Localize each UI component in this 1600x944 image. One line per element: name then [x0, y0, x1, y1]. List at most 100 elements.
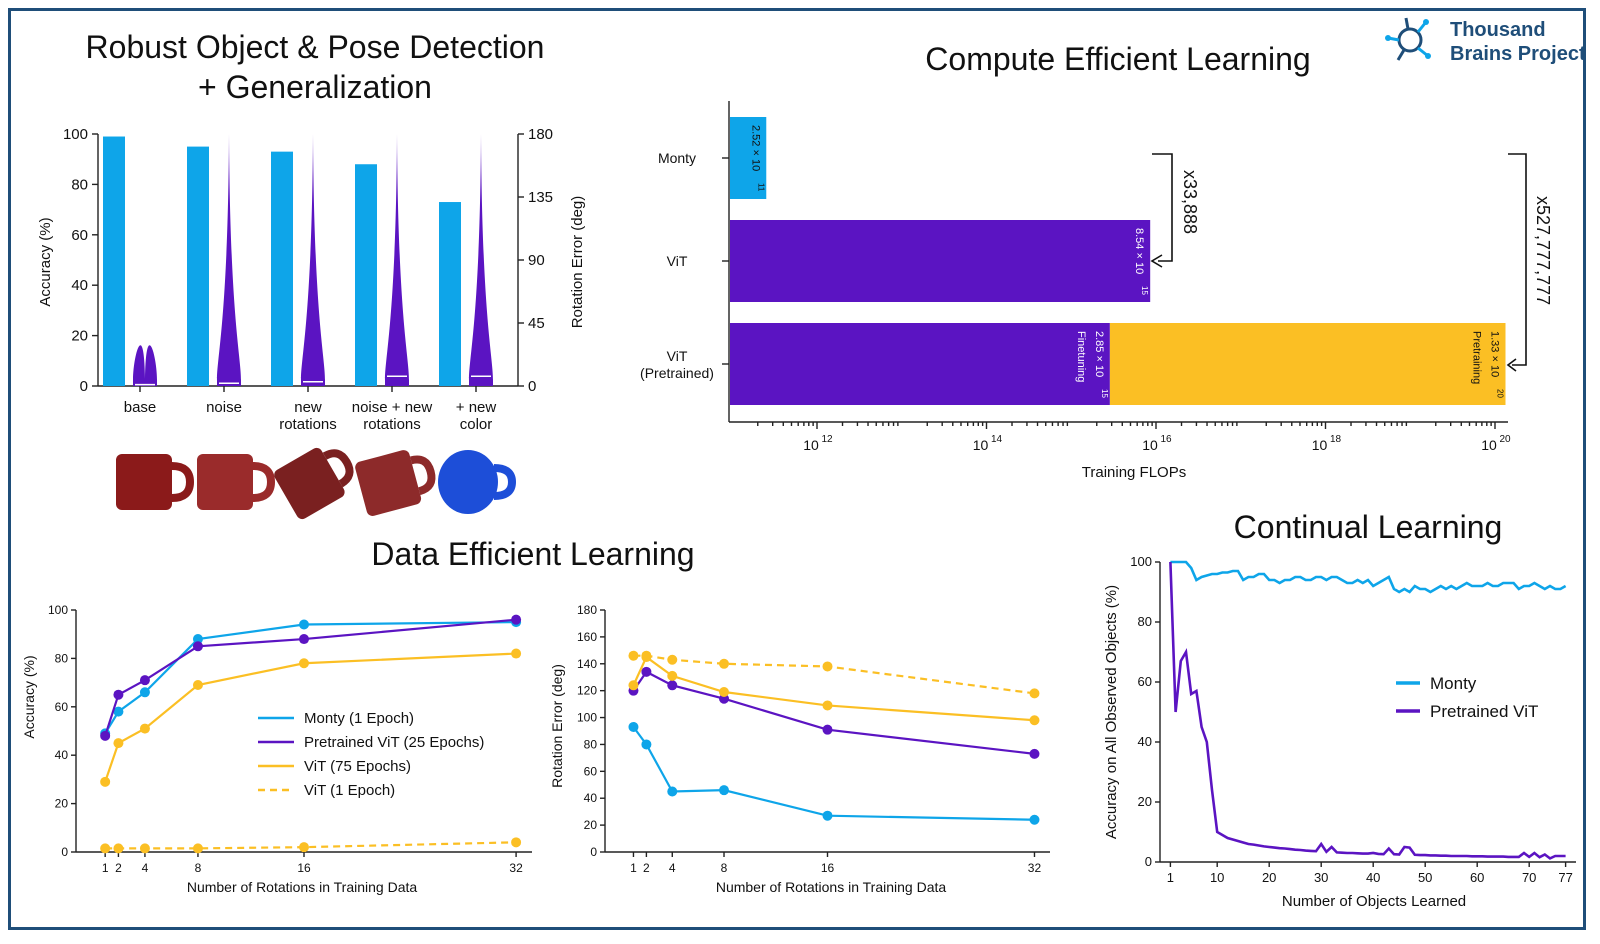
data-rot-ytick-label: 140: [577, 657, 597, 671]
data-acc-ytick-label: 80: [55, 651, 69, 665]
bar-vit: [730, 220, 1151, 302]
data-legend-label: ViT (1 Epoch): [304, 782, 395, 799]
data-acc-series-line: [105, 841, 517, 850]
data-rot-series-line: [632, 655, 1035, 722]
data-acc-ytick-label: 20: [55, 797, 69, 811]
robust-y2tick-label: 180: [528, 126, 553, 143]
data-acc-xtick-label: 16: [297, 861, 311, 875]
data-rot-xtick-label: 8: [721, 861, 728, 875]
compute-xtick-exponent: 18: [1330, 434, 1342, 445]
data-rot-xtick-label: 32: [1028, 861, 1042, 875]
data-rot-data-point: [628, 721, 639, 732]
data-rot-ytick-label: 180: [577, 603, 597, 617]
continual-ytick-label: 60: [1138, 674, 1152, 689]
data-rot-data-point: [719, 687, 730, 698]
compute-xtick-exponent: 20: [1499, 434, 1511, 445]
annotation-33888: x33,888: [1180, 170, 1200, 234]
continual-xtick-label: 40: [1366, 870, 1380, 885]
data-acc-xtick-label: 4: [142, 861, 149, 875]
compute-title: Compute Efficient Learning: [925, 41, 1310, 77]
brand-line1: Thousand: [1450, 19, 1546, 41]
bar-finetuning-tag-group: Finetuning: [1075, 331, 1087, 382]
robust-xtick-label: noise + new rotations: [352, 399, 433, 433]
robust-y2tick-label: 0: [528, 378, 536, 395]
data-acc-series-line: [104, 618, 517, 737]
data-rot-ytick-label: 120: [577, 684, 597, 698]
data-rot-ytick-label: 160: [577, 630, 597, 644]
robust-title-line1: Robust Object & Pose Detection: [86, 29, 545, 65]
data-legend-label: Pretrained ViT (25 Epochs): [304, 734, 484, 751]
data-acc-ylabel: Accuracy (%): [21, 655, 37, 738]
data-rot-xtick-label: 2: [643, 861, 650, 875]
continual-xlabel: Number of Objects Learned: [1282, 893, 1466, 910]
annotation-527777777: x527,777,777: [1533, 196, 1553, 305]
robust-y2label: Rotation Error (deg): [569, 196, 586, 329]
accuracy-bar: [187, 146, 209, 386]
data-rot-ytick-label: 40: [584, 791, 598, 805]
data-acc-data-point: [299, 619, 309, 630]
annotation-33888-group: x33,888: [1180, 170, 1200, 234]
bar-monty-label: 2.52 × 10 11: [749, 125, 765, 192]
data-rot-ytick-label: 100: [577, 711, 597, 725]
bar-vit-value: 8.54 × 10: [1133, 228, 1145, 274]
continual-xtick-label: 20: [1262, 870, 1276, 885]
bar-monty-exponent: 11: [756, 183, 765, 192]
robust-y2tick-label: 45: [528, 315, 545, 332]
bar-finetuning-label: 2.85 × 10 15: [1093, 331, 1109, 398]
compute-xtick-exponent: 12: [821, 434, 833, 445]
bar-finetuning-tag: Finetuning: [1075, 331, 1087, 382]
data-acc-data-point: [299, 634, 309, 645]
data-acc-data-point: [511, 837, 522, 848]
robust-xtick-label: new rotations: [279, 399, 337, 433]
robust-ytick-label: 80: [71, 176, 88, 193]
continual-ytick-label: 20: [1138, 794, 1152, 809]
bar-pretraining-tag: Pretraining: [1470, 331, 1482, 384]
panel-compute-efficient: Compute Efficient Learning Training FLOP…: [640, 41, 1553, 481]
data-rot-data-point: [628, 680, 639, 691]
data-acc-data-point: [113, 706, 124, 717]
continual-title: Continual Learning: [1234, 509, 1503, 545]
data-rot-data-point: [667, 670, 678, 681]
data-acc-data-point: [192, 634, 203, 645]
bar-finetuning: [730, 323, 1110, 405]
continual-marks: 0 20 40 60 80 100 1 10 20 30 40 50 60 70 77 Monty Pretra…: [1130, 554, 1576, 885]
data-legend-label: ViT (75 Epochs): [304, 758, 411, 775]
compute-ytick-label: ViT: [667, 253, 688, 269]
bracket-527777777-arrow: [1506, 358, 1517, 372]
data-acc-data-point: [139, 843, 150, 854]
data-rot-ytick-label: 20: [584, 818, 598, 832]
compute-xtick-label: 10: [1312, 437, 1328, 453]
bar-finetuning-value: 2.85 × 10: [1093, 331, 1105, 377]
data-rot-data-point: [822, 661, 833, 672]
data-acc-xtick-label: 1: [102, 861, 109, 875]
continual-xtick-label: 10: [1210, 870, 1224, 885]
continual-ytick-label: 0: [1145, 854, 1152, 869]
compute-xtick-label: 10: [1481, 437, 1497, 453]
data-acc-data-point: [511, 648, 522, 659]
compute-ytick-label: Monty: [658, 150, 696, 166]
data-acc-data-point: [299, 658, 309, 669]
robust-marks: 0 20 40 60 80 100 0 45 90 135 180 base noise new rotat…: [63, 126, 553, 433]
robust-xtick-label: base: [124, 399, 157, 416]
data-rot-data-point: [719, 658, 730, 669]
data-rot-data-point: [628, 650, 639, 661]
continual-ytick-label: 80: [1138, 614, 1152, 629]
data-acc-data-point: [139, 687, 150, 698]
robust-ytick-label: 100: [63, 126, 88, 143]
panel-robust-detection: Robust Object & Pose Detection + General…: [37, 29, 586, 520]
brand-logo: Thousand Brains Project: [1385, 17, 1586, 65]
compute-xtick-label: 10: [803, 437, 819, 453]
data-acc-data-point: [100, 843, 111, 854]
data-rot-ylabel: Rotation Error (deg): [549, 664, 565, 788]
data-rot-data-point: [641, 666, 652, 677]
data-acc-data-point: [299, 842, 309, 853]
data-acc-ytick-label: 60: [55, 700, 69, 714]
data-rot-data-point: [719, 785, 730, 796]
data-rot-data-point: [1029, 688, 1040, 699]
panel-continual-learning: Continual Learning Number of Objects Lea…: [1103, 509, 1576, 910]
robust-ytick-label: 60: [71, 227, 88, 244]
bar-pretraining-tag-group: Pretraining: [1470, 331, 1482, 384]
data-rot-data-point: [1029, 814, 1040, 825]
compute-xlabel: Training FLOPs: [1082, 464, 1186, 481]
panel-data-efficient: Data Efficient Learning Number of Rotati…: [21, 536, 1050, 895]
